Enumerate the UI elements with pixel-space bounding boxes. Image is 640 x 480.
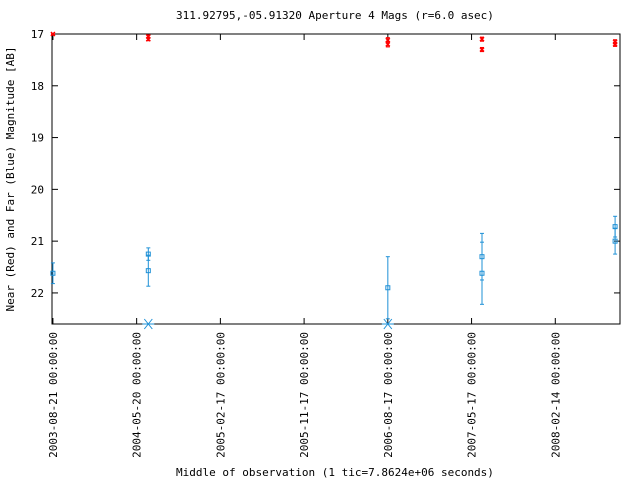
x-tick-label: 2005-02-17 00:00:00 xyxy=(214,332,227,458)
x-tick-label: 2004-05-20 00:00:00 xyxy=(131,332,144,458)
y-axis: 17 18 19 20 21 22 xyxy=(31,28,620,300)
data-point-near xyxy=(385,41,391,47)
upper-limit-marker xyxy=(381,318,394,330)
x-axis: 2003-08-21 00:00:00 2004-05-20 00:00:00 20… xyxy=(47,34,562,458)
x-tick-label: 2006-08-17 00:00:00 xyxy=(382,332,395,458)
y-tick-label: 21 xyxy=(31,235,44,248)
data-point-far xyxy=(385,285,391,291)
data-point-far xyxy=(145,268,151,274)
data-point-near xyxy=(145,36,151,42)
data-point-near xyxy=(612,41,618,47)
x-tick-label: 2007-05-17 00:00:00 xyxy=(466,332,479,458)
data-point-far xyxy=(612,238,618,244)
data-point-near xyxy=(479,36,485,42)
y-tick-label: 17 xyxy=(31,28,44,41)
y-tick-label: 18 xyxy=(31,80,44,93)
data-marks xyxy=(50,31,618,330)
chart-title: 311.92795,-05.91320 Aperture 4 Mags (r=6… xyxy=(176,9,494,22)
x-tick-label: 2008-02-14 00:00:00 xyxy=(549,332,562,458)
y-tick-label: 22 xyxy=(31,287,44,300)
y-tick-label: 20 xyxy=(31,183,44,196)
data-point-far xyxy=(50,270,56,276)
plot-area xyxy=(51,33,621,325)
x-tick-label: 2003-08-21 00:00:00 xyxy=(47,332,60,458)
x-axis-label: Middle of observation (1 tic=7.8624e+06 … xyxy=(176,466,494,479)
upper-limit-marker xyxy=(142,318,155,330)
x-tick-label: 2005-11-17 00:00:00 xyxy=(298,332,311,458)
data-point-far xyxy=(479,270,485,276)
data-point-near xyxy=(50,31,56,37)
y-axis-label: Near (Red) and Far (Blue) Magnitude [AB] xyxy=(4,47,17,312)
data-point-near xyxy=(479,47,485,53)
y-tick-label: 19 xyxy=(31,132,44,145)
